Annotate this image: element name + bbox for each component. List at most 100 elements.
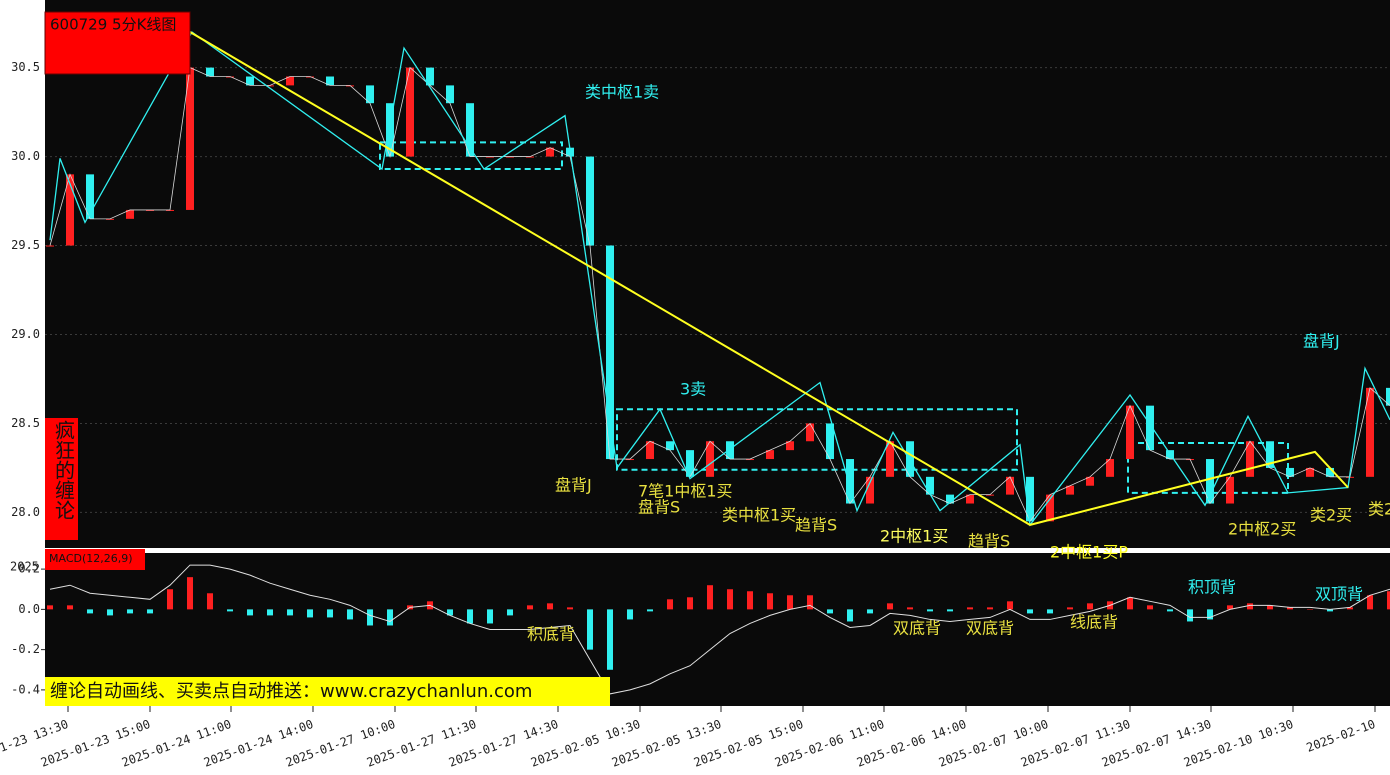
macd-bar [827,609,833,614]
candle [886,441,894,477]
macd-bar [1267,605,1273,610]
annotation: 类2买 [1310,506,1352,525]
banner: 缠论自动画线、买卖点自动推送：www.crazychanlun.com [50,681,532,702]
candle [746,459,754,461]
candle [286,76,294,86]
side-box [45,418,78,540]
y-tick-label: -0.4 [11,682,40,696]
candle [826,423,834,460]
candle [166,209,174,211]
macd-bar [1087,603,1093,610]
segment-line [189,31,1349,526]
candle [646,441,654,460]
candle [66,174,74,246]
annotation: 类中枢1买 [722,506,796,525]
candle [606,245,614,460]
candle [1026,476,1034,522]
macd-bar [867,609,873,614]
macd-bar [1327,609,1333,612]
macd-bar [1227,605,1233,610]
macd-bar [1187,609,1193,622]
x-tick-label: 2025-02-10 [1305,717,1378,755]
macd-bar [227,609,233,612]
macd-bar [547,603,553,610]
candle [226,76,234,78]
macd-bar [767,593,773,610]
candle [506,156,514,158]
candle [426,67,434,86]
candle [1146,405,1154,451]
candle [106,218,114,220]
macd-bar [967,607,973,610]
annotation: 7笔1中枢1买 [638,482,733,501]
candle [206,67,214,77]
chart-title: 600729 5分K线图 [50,16,176,34]
y-tick-label: 0.0 [18,602,40,616]
macd-bar [167,589,173,610]
macd-bar [1147,605,1153,610]
candle [46,245,54,247]
macd-bar [107,609,113,616]
macd-bar [87,609,93,614]
macd-bar [287,609,293,616]
candle [1226,476,1234,504]
corner-text: 2025 [10,560,39,574]
candle [766,450,774,460]
macd-bar [207,593,213,610]
candle [1246,441,1254,477]
candle [626,459,634,461]
y-tick-label: 0.2 [18,562,40,576]
macd-bar [907,607,913,610]
candle [366,85,374,104]
candle [1066,485,1074,495]
macd-bar [567,607,573,610]
candle [906,441,914,477]
macd-bar [507,609,513,616]
macd-bar [267,609,273,616]
candle [666,441,674,451]
y-tick-label: 30.5 [11,60,40,74]
candle [786,441,794,451]
candle [926,476,934,495]
macd-bar [947,609,953,612]
candle [406,67,414,157]
macd-bar [307,609,313,618]
macd-bar [887,603,893,610]
candle [326,76,334,86]
candle [466,103,474,157]
macd-bar [1347,607,1353,610]
candle [966,494,974,504]
candle [1286,467,1294,477]
candle [946,494,954,504]
y-tick-label: 29.0 [11,327,40,341]
annotation: 3卖 [680,380,706,399]
macd-bar [67,605,73,610]
macd-bar [1207,609,1213,620]
pivot-box [616,408,1018,471]
price-panel [45,0,1390,548]
candle [386,103,394,157]
macd-bar [1367,595,1373,610]
macd-bar [927,609,933,612]
annotation: 盘背S [638,498,680,517]
candle [1326,467,1334,477]
macd-bar [987,607,993,610]
macd-title: MACD(12,26,9) [49,552,133,565]
macd-bar [787,595,793,610]
macd-bar [347,609,353,620]
macd-bar [147,609,153,614]
annotation: 双底背 [893,619,941,638]
candle [1266,441,1274,468]
macd-bar [747,591,753,610]
macd-bar [667,599,673,610]
candle [866,476,874,504]
annotation: 2中枢1买P [1050,543,1128,562]
candle [806,423,814,442]
candle [1046,494,1054,522]
macd-bar [1307,609,1313,610]
macd-bar [1047,609,1053,614]
macd-bar [387,609,393,626]
macd-bar [1387,591,1390,610]
candle [986,494,994,496]
